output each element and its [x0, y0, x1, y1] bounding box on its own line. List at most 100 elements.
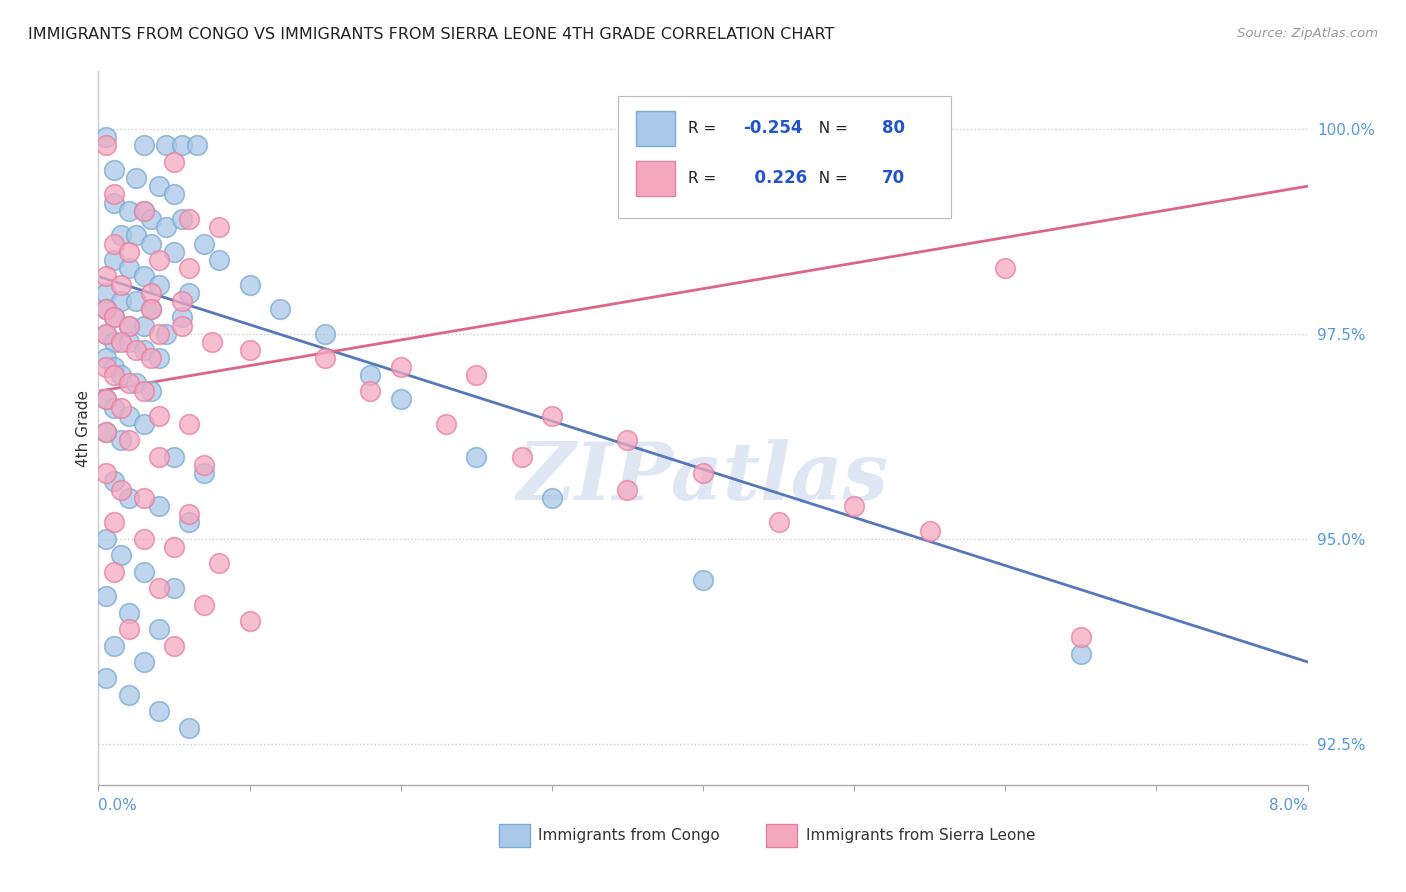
Point [118, 376, 141, 390]
Point [177, 721, 201, 735]
Point [118, 334, 141, 349]
Point [110, 368, 132, 382]
Point [389, 392, 412, 407]
Point [186, 138, 208, 153]
Point [314, 351, 336, 366]
Point [125, 376, 148, 390]
Point [844, 499, 866, 513]
Bar [637, 111, 675, 146]
Point [692, 467, 714, 481]
Point [163, 154, 186, 169]
Point [540, 491, 562, 505]
Point [103, 565, 125, 579]
Point [103, 516, 125, 530]
Text: 0.226: 0.226 [742, 169, 807, 187]
Point [110, 228, 132, 243]
Point [510, 450, 533, 464]
Point [163, 187, 186, 202]
Point [148, 499, 170, 513]
Point [141, 351, 163, 366]
Point [239, 614, 262, 628]
Point [94, 269, 117, 284]
Point [118, 434, 141, 448]
Point [177, 261, 201, 276]
Point [170, 212, 193, 227]
Point [110, 401, 132, 415]
Point [177, 285, 201, 300]
Text: 70: 70 [882, 169, 905, 187]
Text: N =: N = [810, 171, 853, 186]
Point [434, 417, 457, 431]
Point [110, 483, 132, 497]
Text: R =: R = [689, 121, 721, 136]
Point [692, 573, 714, 587]
Point [94, 532, 117, 546]
Point [103, 368, 125, 382]
Point [132, 203, 155, 218]
Text: Source: ZipAtlas.com: Source: ZipAtlas.com [1237, 27, 1378, 40]
Point [132, 343, 155, 358]
Point [132, 565, 155, 579]
Point [94, 671, 117, 685]
Point [141, 285, 163, 300]
Point [148, 277, 170, 292]
Point [103, 310, 125, 325]
Point [132, 384, 155, 399]
Point [94, 392, 117, 407]
Point [132, 491, 155, 505]
Point [94, 326, 117, 341]
Point [103, 236, 125, 251]
Point [170, 318, 193, 333]
Point [155, 138, 177, 153]
Point [1070, 630, 1092, 644]
Point [155, 220, 177, 235]
Point [132, 269, 155, 284]
Point [239, 343, 262, 358]
Point [177, 508, 201, 522]
Text: ZIPatlas: ZIPatlas [517, 440, 889, 516]
Point [118, 244, 141, 259]
Point [94, 425, 117, 440]
Point [141, 384, 163, 399]
Point [163, 244, 186, 259]
Point [94, 326, 117, 341]
Point [148, 252, 170, 267]
Point [118, 318, 141, 333]
Point [94, 302, 117, 317]
Point [103, 162, 125, 177]
Point [132, 532, 155, 546]
Point [193, 598, 215, 612]
Text: 80: 80 [882, 120, 905, 137]
Text: Immigrants from Sierra Leone: Immigrants from Sierra Leone [806, 829, 1035, 843]
Point [148, 326, 170, 341]
Text: N =: N = [810, 121, 853, 136]
Point [148, 622, 170, 636]
Point [141, 302, 163, 317]
Point [193, 236, 215, 251]
Text: Immigrants from Congo: Immigrants from Congo [538, 829, 720, 843]
Point [132, 655, 155, 669]
Point [177, 417, 201, 431]
Point [148, 581, 170, 595]
Point [148, 409, 170, 423]
Point [94, 359, 117, 374]
Point [141, 236, 163, 251]
Point [616, 434, 638, 448]
Point [994, 261, 1017, 276]
Point [170, 310, 193, 325]
Point [170, 293, 193, 308]
Bar [637, 161, 675, 196]
Point [208, 220, 231, 235]
Point [94, 467, 117, 481]
Point [94, 285, 117, 300]
Point [103, 334, 125, 349]
Point [103, 359, 125, 374]
Point [193, 458, 215, 472]
Point [465, 450, 488, 464]
Point [148, 179, 170, 194]
Text: -0.254: -0.254 [742, 120, 803, 137]
Point [103, 187, 125, 202]
Point [132, 417, 155, 431]
Point [148, 450, 170, 464]
Point [125, 228, 148, 243]
